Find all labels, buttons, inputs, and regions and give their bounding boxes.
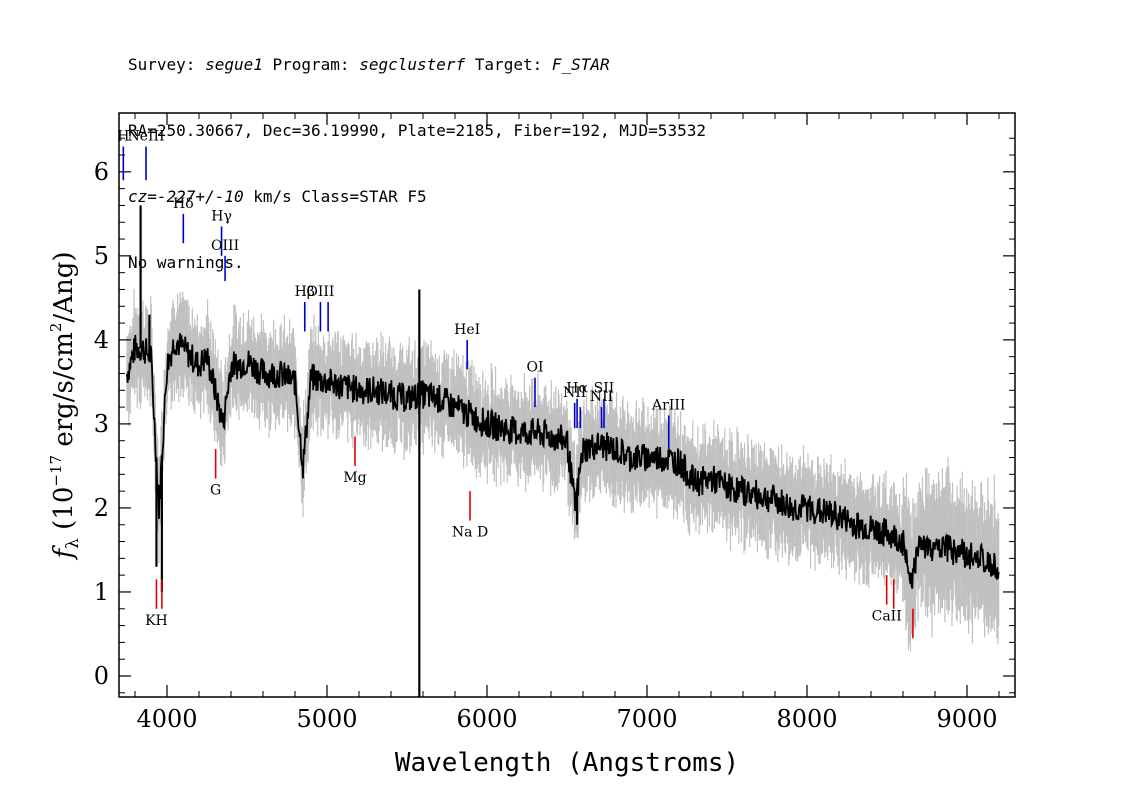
y-axis-label-post: /Ang)	[49, 252, 79, 323]
spectral-line-label: NII	[590, 389, 613, 405]
line-marker-layer: HNeIIIHδHγOIIIHβOIIIHeIOINIIHαNIISIIArII…	[117, 129, 914, 639]
y-axis: 0 1 2 3 4 5 6	[94, 137, 1015, 694]
header-line-coords: RA=250.30667, Dec=36.19990, Plate=2185, …	[128, 121, 706, 140]
spectral-line-label: Hδ	[173, 196, 194, 212]
x-tick-label: 9000	[936, 705, 997, 733]
y-axis-label-sub: λ	[63, 538, 83, 549]
spectral-line-label: OI	[526, 360, 543, 376]
spectral-line-label: Hβ	[295, 284, 315, 300]
y-tick-label: 5	[94, 242, 109, 270]
x-tick-label: 6000	[456, 705, 517, 733]
y-tick-label: 4	[94, 326, 109, 354]
target-value: F_STAR	[551, 55, 610, 74]
header-line-warnings: No warnings.	[128, 253, 244, 272]
spectral-line-label: Na D	[452, 525, 488, 541]
program-label: Program:	[262, 55, 360, 74]
header-line-survey: Survey: segue1 Program: segclusterf Targ…	[128, 54, 706, 76]
plot-frame	[118, 112, 1016, 698]
y-axis-label: fλ (10−17 erg/s/cm2/Ang)	[47, 252, 83, 561]
header-line-redshift: cz=-227+/-10 km/s Class=STAR F5	[128, 186, 706, 208]
spectral-line-label: Mg	[343, 470, 366, 486]
x-tick-label: 4000	[136, 705, 197, 733]
y-axis-label-mid: erg/s/cm	[49, 332, 79, 455]
y-tick-label: 3	[94, 410, 109, 438]
spectral-line-label: NeIII	[127, 129, 164, 145]
spectral-line-label: HeI	[454, 322, 480, 338]
spectrum-header: Survey: segue1 Program: segclusterf Targ…	[128, 10, 706, 296]
spectral-line-label: G	[210, 483, 221, 499]
flux-line	[126, 333, 1000, 589]
x-axis-label: Wavelength (Angstroms)	[395, 748, 739, 778]
spectral-line-label: NII	[563, 385, 586, 401]
y-tick-label: 1	[94, 578, 109, 606]
spectral-line-label: CaII	[872, 609, 902, 625]
spectral-line-label: H	[117, 129, 129, 145]
x-axis: 4000 5000 6000 7000 8000 9000	[134, 113, 1000, 733]
y-axis-label-exp1: −17	[47, 455, 65, 487]
y-axis-label-exp2: 2	[47, 323, 65, 333]
y-tick-label: 6	[94, 158, 109, 186]
flux-series	[126, 205, 1000, 697]
target-label: Target:	[465, 55, 552, 74]
survey-label: Survey:	[128, 55, 206, 74]
survey-value: segue1	[205, 55, 263, 74]
program-value: segclusterf	[359, 55, 466, 74]
x-tick-label: 7000	[616, 705, 677, 733]
spectral-line-label: OIII	[211, 238, 239, 254]
error-band-path	[126, 288, 1000, 652]
flux-error-band	[126, 288, 1000, 652]
spectral-line-label: Hγ	[211, 208, 232, 224]
y-axis-label-pre: (10	[49, 487, 79, 539]
y-tick-label: 2	[94, 494, 109, 522]
cz-value: cz=-227+/-10	[128, 187, 244, 206]
spectral-line-label: Hα	[566, 381, 588, 397]
spectral-line-label: OIII	[306, 284, 334, 300]
x-tick-label: 5000	[296, 705, 357, 733]
class-text: km/s Class=STAR F5	[243, 187, 427, 206]
spectral-line-label: SII	[594, 381, 615, 397]
x-tick-label: 8000	[776, 705, 837, 733]
spectral-line-label: KH	[145, 613, 168, 629]
y-tick-label: 0	[94, 662, 109, 690]
spectral-line-label: ArIII	[651, 398, 685, 414]
